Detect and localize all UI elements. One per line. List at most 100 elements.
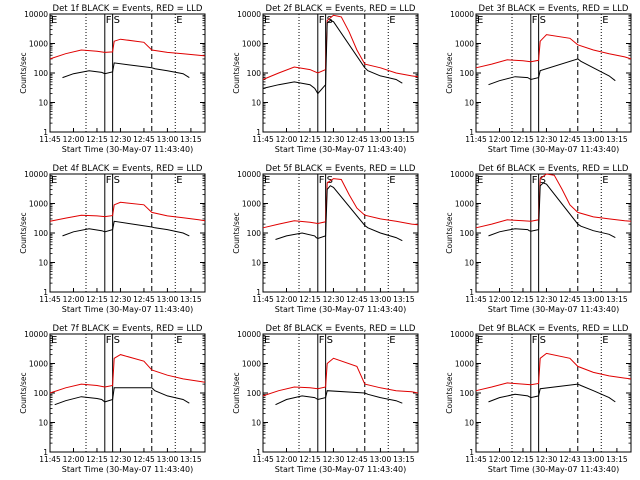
x-tick-label: 11:45 <box>252 135 274 144</box>
lld-series-line <box>262 178 419 229</box>
events-series-line <box>54 387 190 406</box>
x-tick-label: 13:15 <box>393 135 415 144</box>
y-tick-label: 10 <box>251 419 261 428</box>
x-tick-label: 11:45 <box>39 455 61 464</box>
marker-label: E <box>51 335 57 346</box>
y-tick-label: 100 <box>34 229 49 238</box>
lld-series-line <box>475 173 632 229</box>
y-tick-label: 1000 <box>242 40 261 49</box>
events-series-line <box>62 62 190 79</box>
marker-label: S <box>327 175 333 186</box>
x-axis-label: Start Time (30-May-07 11:43:40) <box>488 305 619 314</box>
marker-label: S <box>114 175 120 186</box>
x-tick-label: 12:15 <box>86 455 108 464</box>
lld-series-line <box>475 34 632 69</box>
marker-label: F <box>532 335 538 346</box>
panel-title: Det 4f BLACK = Events, RED = LLD <box>53 164 203 174</box>
x-tick-label: 12:15 <box>86 295 108 304</box>
x-tick-label: 12:45 <box>346 295 368 304</box>
x-tick-label: 13:15 <box>180 135 202 144</box>
y-tick-label: 10000 <box>237 170 261 179</box>
panel-title: Det 2f BLACK = Events, RED = LLD <box>266 4 416 14</box>
marker-label: S <box>114 15 120 26</box>
lld-series-line <box>262 14 419 80</box>
marker-label: E <box>602 335 608 346</box>
y-tick-label: 100 <box>460 389 475 398</box>
x-tick-label: 12:43 <box>559 455 581 464</box>
x-tick-label: 12:15 <box>512 295 534 304</box>
y-axis-label: Counts/sec <box>445 52 454 93</box>
panel-title: Det 6f BLACK = Events, RED = LLD <box>479 164 629 174</box>
y-tick-label: 1 <box>256 128 261 137</box>
marker-label: E <box>176 175 182 186</box>
y-axis-label: Counts/sec <box>445 212 454 253</box>
x-tick-label: 12:45 <box>559 295 581 304</box>
x-tick-label: 13:00 <box>370 455 392 464</box>
panel-title: Det 3f BLACK = Events, RED = LLD <box>479 4 629 14</box>
x-tick-label: 12:00 <box>63 135 85 144</box>
y-tick-label: 1 <box>469 288 474 297</box>
y-tick-label: 10000 <box>237 330 261 339</box>
y-tick-label: 100 <box>34 389 49 398</box>
marker-label: F <box>319 175 325 186</box>
x-axis-label: Start Time (30-May-07 11:43:40) <box>275 305 406 314</box>
y-tick-label: 1 <box>256 288 261 297</box>
marker-label: F <box>106 335 112 346</box>
x-tick-label: 12:45 <box>133 295 155 304</box>
y-tick-label: 1000 <box>29 360 48 369</box>
x-tick-label: 11:45 <box>252 295 274 304</box>
x-tick-label: 12:15 <box>86 135 108 144</box>
y-tick-label: 10 <box>38 259 48 268</box>
y-tick-label: 10000 <box>24 170 48 179</box>
y-axis-label: Counts/sec <box>232 372 241 413</box>
marker-label: E <box>389 335 395 346</box>
y-tick-label: 10000 <box>237 10 261 19</box>
marker-label: E <box>176 335 182 346</box>
x-tick-label: 12:15 <box>299 295 321 304</box>
plot-frame <box>262 333 419 453</box>
panel-title: Det 5f BLACK = Events, RED = LLD <box>266 164 416 174</box>
y-tick-label: 100 <box>34 69 49 78</box>
x-tick-label: 12:45 <box>559 135 581 144</box>
marker-label: F <box>319 15 325 26</box>
lld-series-line <box>49 354 206 394</box>
y-tick-label: 10 <box>38 419 48 428</box>
y-tick-label: 100 <box>247 229 262 238</box>
events-series-line <box>62 220 190 237</box>
marker-label: E <box>389 15 395 26</box>
x-tick-label: 13:15 <box>606 135 628 144</box>
y-tick-label: 1 <box>469 128 474 137</box>
x-axis-label: Start Time (30-May-07 11:43:40) <box>275 465 406 474</box>
y-tick-label: 100 <box>460 229 475 238</box>
x-tick-label: 13:15 <box>606 295 628 304</box>
y-tick-label: 100 <box>247 69 262 78</box>
x-tick-label: 12:00 <box>276 135 298 144</box>
lld-series-line <box>49 38 206 60</box>
x-tick-label: 12:30 <box>323 295 345 304</box>
x-tick-label: 11:45 <box>39 295 61 304</box>
y-axis-label: Counts/sec <box>19 52 28 93</box>
events-series-line <box>488 182 616 239</box>
x-tick-label: 12:30 <box>110 135 132 144</box>
plot-frame <box>475 333 632 453</box>
x-tick-label: 11:45 <box>252 455 274 464</box>
x-tick-label: 13:15 <box>180 295 202 304</box>
x-tick-label: 12:00 <box>276 455 298 464</box>
marker-label: E <box>602 15 608 26</box>
panel-title: Det 7f BLACK = Events, RED = LLD <box>53 324 203 334</box>
x-tick-label: 13:15 <box>393 295 415 304</box>
marker-label: S <box>540 335 546 346</box>
marker-label: E <box>477 15 483 26</box>
x-tick-label: 12:30 <box>110 455 132 464</box>
x-tick-label: 12:45 <box>133 135 155 144</box>
x-tick-label: 12:00 <box>63 455 85 464</box>
x-tick-label: 13:15 <box>393 455 415 464</box>
marker-label: E <box>264 335 270 346</box>
